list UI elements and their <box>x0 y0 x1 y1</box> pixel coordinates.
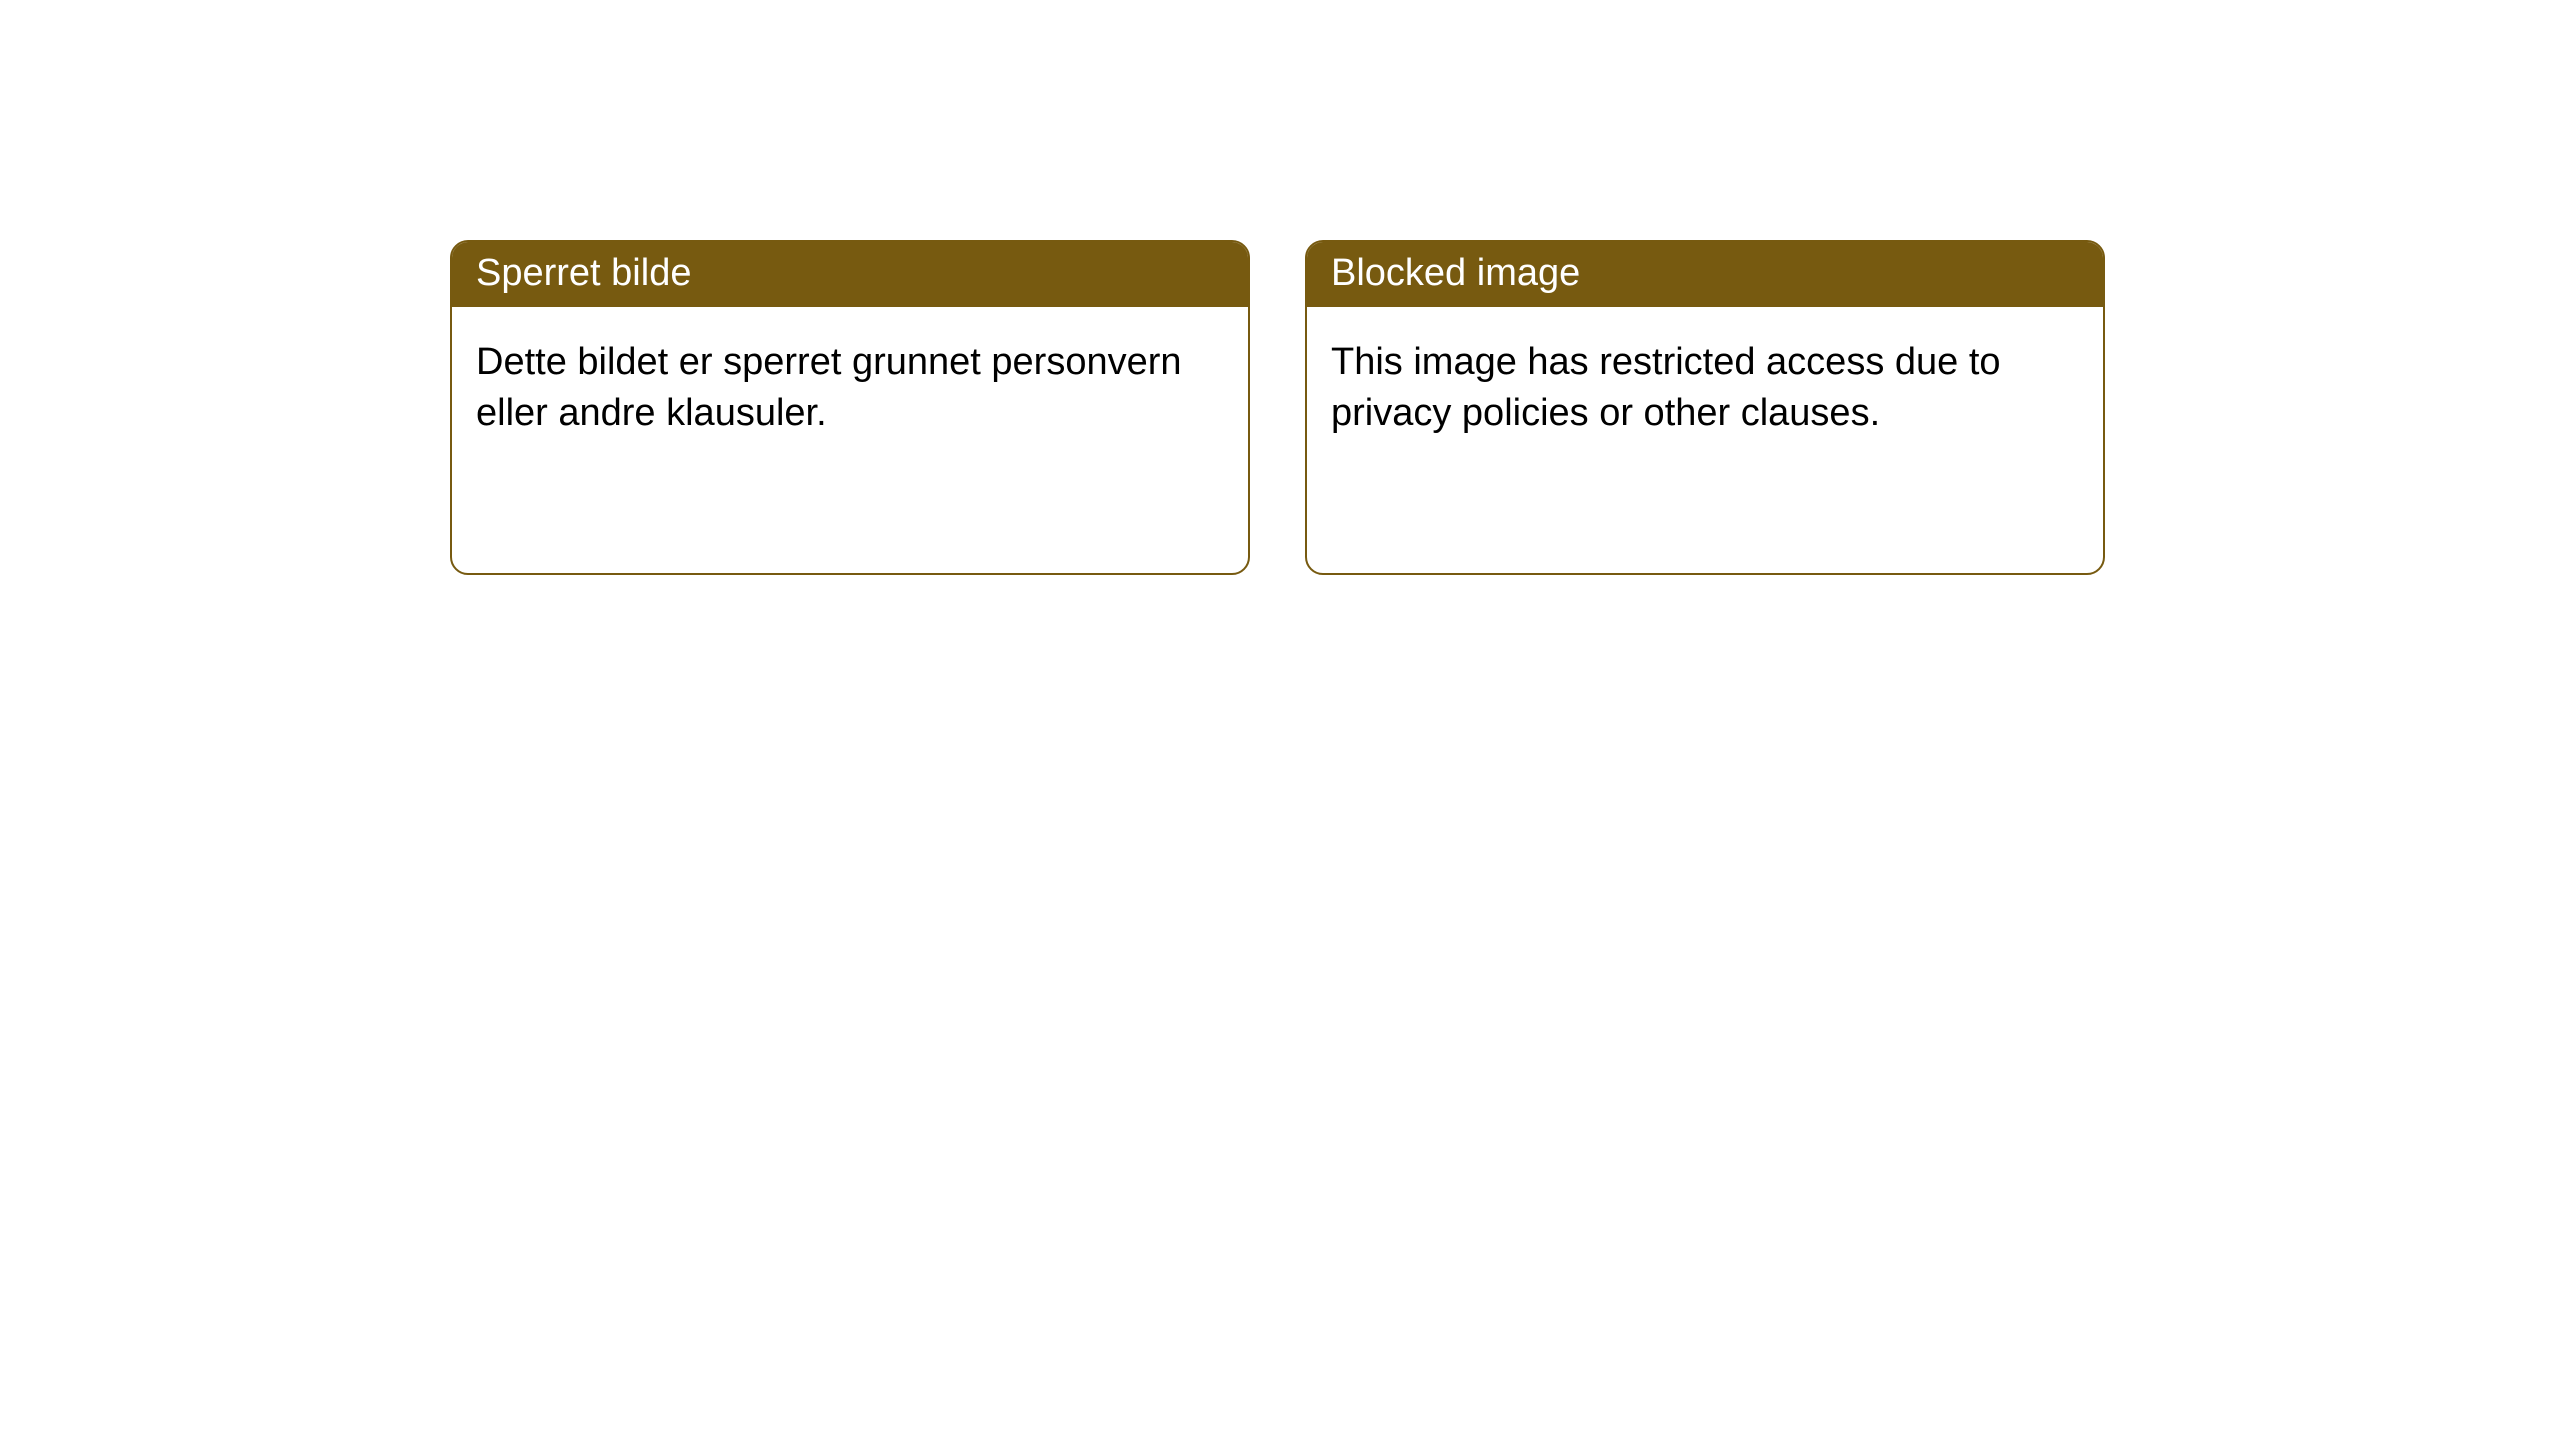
notice-card-english: Blocked image This image has restricted … <box>1305 240 2105 575</box>
notice-header-english: Blocked image <box>1307 242 2103 307</box>
notice-card-norwegian: Sperret bilde Dette bildet er sperret gr… <box>450 240 1250 575</box>
notice-header-norwegian: Sperret bilde <box>452 242 1248 307</box>
notice-body-english: This image has restricted access due to … <box>1307 307 2103 470</box>
notice-container: Sperret bilde Dette bildet er sperret gr… <box>0 0 2560 575</box>
notice-body-norwegian: Dette bildet er sperret grunnet personve… <box>452 307 1248 470</box>
